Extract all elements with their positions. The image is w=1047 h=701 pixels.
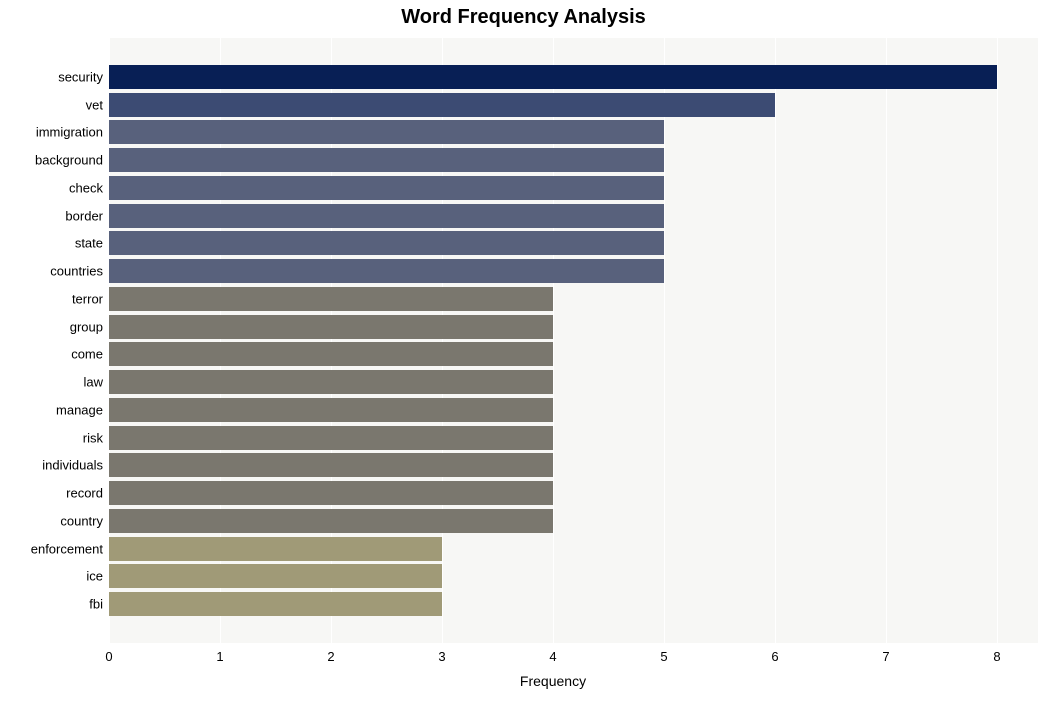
y-tick-label: terror [72,291,109,306]
y-tick-label: fbi [89,597,109,612]
bar-row [109,537,997,561]
bar [109,398,553,422]
x-axis-title: Frequency [109,673,997,689]
bar [109,259,664,283]
bar [109,592,442,616]
bar [109,342,553,366]
bar [109,564,442,588]
bar [109,93,775,117]
bar [109,426,553,450]
bar-row [109,370,997,394]
bar-row [109,65,997,89]
grid-line [997,38,998,643]
x-tick-label: 0 [105,649,112,664]
y-tick-label: individuals [42,458,109,473]
bar-row [109,176,997,200]
x-tick-label: 4 [549,649,556,664]
bar [109,287,553,311]
y-tick-label: border [65,208,109,223]
y-tick-label: record [66,486,109,501]
plot-area: 012345678securityvetimmigrationbackgroun… [109,38,1038,643]
bar-row [109,453,997,477]
bar-row [109,287,997,311]
bar [109,370,553,394]
bar [109,509,553,533]
x-tick-label: 3 [438,649,445,664]
x-tick-label: 7 [882,649,889,664]
bar-row [109,148,997,172]
y-tick-label: security [58,69,109,84]
bar [109,204,664,228]
bar-row [109,564,997,588]
y-tick-label: countries [50,264,109,279]
bar [109,120,664,144]
bar-row [109,426,997,450]
bar-row [109,204,997,228]
bar-row [109,509,997,533]
bar-row [109,398,997,422]
bar [109,231,664,255]
x-tick-label: 1 [216,649,223,664]
bar [109,176,664,200]
y-tick-label: manage [56,402,109,417]
y-tick-label: background [35,153,109,168]
y-tick-label: law [83,375,109,390]
x-tick-label: 6 [771,649,778,664]
y-tick-label: state [75,236,109,251]
bar-row [109,342,997,366]
y-tick-label: country [60,513,109,528]
bar-row [109,315,997,339]
bar-row [109,120,997,144]
bar-row [109,481,997,505]
y-tick-label: risk [83,430,109,445]
x-tick-label: 5 [660,649,667,664]
bar [109,537,442,561]
y-tick-label: group [70,319,109,334]
bar-row [109,231,997,255]
chart-title: Word Frequency Analysis [0,0,1047,29]
bar [109,315,553,339]
y-tick-label: come [71,347,109,362]
bar-row [109,93,997,117]
bar-row [109,259,997,283]
bar [109,481,553,505]
y-tick-label: vet [86,97,109,112]
y-tick-label: immigration [36,125,109,140]
y-tick-label: ice [86,569,109,584]
bar [109,65,997,89]
bar [109,453,553,477]
x-tick-label: 8 [993,649,1000,664]
y-tick-label: check [69,180,109,195]
bar-row [109,592,997,616]
bar [109,148,664,172]
word-frequency-chart: Word Frequency Analysis 012345678securit… [0,0,1047,701]
y-tick-label: enforcement [31,541,109,556]
x-tick-label: 2 [327,649,334,664]
